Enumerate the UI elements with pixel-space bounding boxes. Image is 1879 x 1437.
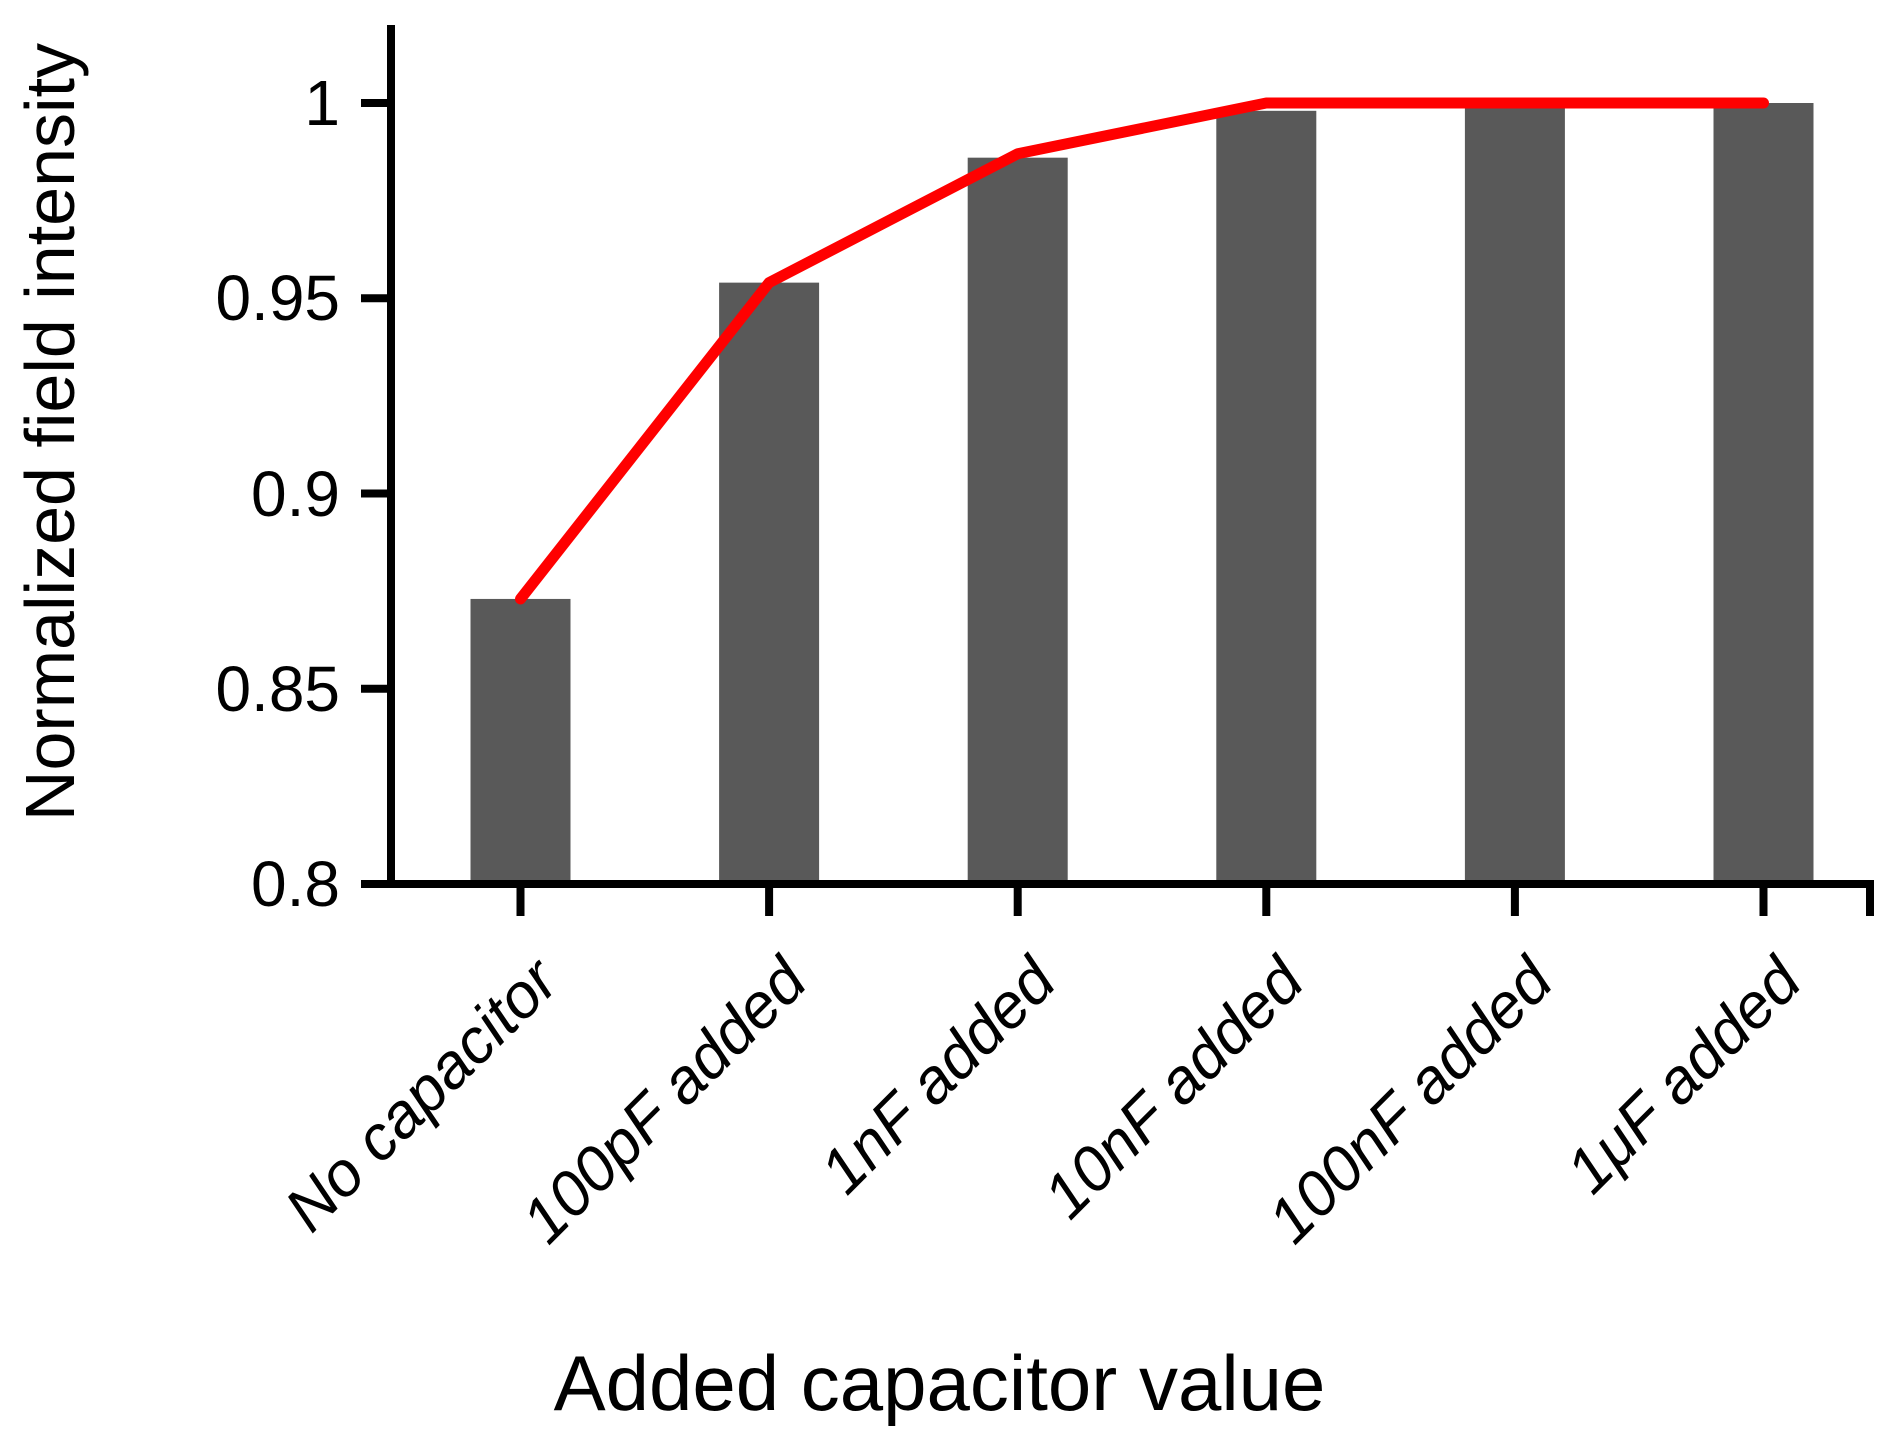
bar	[1216, 110, 1317, 884]
y-tick-label: 0.95	[215, 262, 340, 335]
y-tick-label: 0.85	[215, 652, 340, 725]
y-tick-label: 0.9	[251, 457, 340, 530]
bar	[967, 157, 1068, 885]
y-tick-label: 1	[304, 67, 340, 139]
trend-line	[515, 97, 1769, 605]
bar	[470, 598, 571, 884]
y-tick-label: 0.8	[251, 848, 340, 920]
bar	[1464, 103, 1565, 884]
bar	[1713, 103, 1814, 884]
bar	[719, 282, 820, 884]
x-axis-title: Added capacitor value	[553, 1339, 1326, 1427]
